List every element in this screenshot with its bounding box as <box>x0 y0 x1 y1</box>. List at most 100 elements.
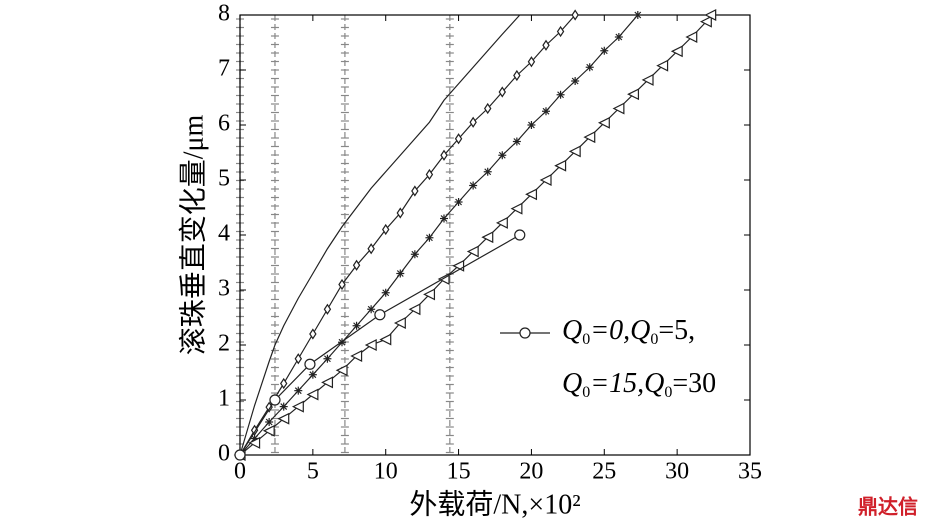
triangle-marker <box>277 412 290 425</box>
triangle-marker <box>495 216 508 229</box>
star-stroke <box>498 151 506 159</box>
triangle-marker <box>262 424 275 437</box>
diamond-marker <box>483 102 492 115</box>
x-tick-label: 35 <box>738 459 762 485</box>
star-marker <box>425 233 434 242</box>
triangle-marker <box>539 174 552 186</box>
star-stroke <box>484 168 492 176</box>
x-tick-label: 5 <box>307 459 319 485</box>
star-stroke <box>586 63 594 71</box>
star-stroke <box>513 138 521 145</box>
triangle-marker <box>510 202 523 215</box>
series-line <box>239 14 576 456</box>
series-line <box>239 14 639 456</box>
y-tick-label: 6 <box>218 111 230 137</box>
circle-marker <box>269 394 281 406</box>
star-stroke <box>294 387 302 395</box>
star-stroke <box>251 435 258 442</box>
x-tick-label: 25 <box>592 459 616 485</box>
triangle-marker <box>627 88 640 101</box>
star-stroke <box>455 198 462 206</box>
x-tick-label: 10 <box>374 459 398 485</box>
triangle-marker <box>656 59 669 72</box>
triangle-marker <box>597 116 610 129</box>
diamond-marker <box>411 185 419 197</box>
x-axis-title: 外载荷/N,×10² <box>409 488 580 520</box>
triangle-marker <box>641 73 654 86</box>
diamond-marker <box>513 69 521 82</box>
legend-label: Q0=15,Q0=30 <box>562 368 716 400</box>
star-marker <box>585 63 594 72</box>
triangle-marker <box>554 159 567 172</box>
star-marker <box>633 11 642 19</box>
watermark: 鼎达信 <box>858 495 918 519</box>
diamond-marker <box>352 259 361 271</box>
diamond-marker <box>556 25 565 38</box>
triangle-marker <box>335 364 348 377</box>
triangle-marker <box>364 339 377 351</box>
star-stroke <box>353 322 360 330</box>
star-marker <box>323 354 332 363</box>
star-marker <box>483 167 492 176</box>
diamond-marker <box>279 377 288 390</box>
triangle-marker <box>583 131 596 144</box>
star-marker <box>352 321 361 330</box>
triangle-marker <box>350 350 363 362</box>
star-marker <box>279 402 288 411</box>
triangle-marker <box>699 15 712 28</box>
x-tick-label: 15 <box>447 459 471 485</box>
star-stroke <box>426 234 433 242</box>
star-marker <box>367 305 376 314</box>
y-axis-title: 滚珠垂直变化量/μm <box>177 114 209 355</box>
triangle-marker <box>291 400 304 413</box>
star-marker <box>410 250 419 259</box>
star-stroke <box>396 270 404 277</box>
diamond-marker <box>498 86 507 98</box>
diamond-marker <box>527 56 536 68</box>
diamond-marker <box>309 328 317 340</box>
star-stroke <box>309 371 317 379</box>
diamond-marker <box>338 278 346 291</box>
diamond-marker <box>425 168 434 181</box>
star-marker <box>294 386 303 395</box>
star-marker <box>512 137 521 146</box>
star-marker <box>556 90 565 99</box>
reference-line <box>270 15 279 455</box>
series-line <box>239 14 521 456</box>
star-stroke <box>528 121 535 129</box>
y-tick-label: 8 <box>218 1 230 27</box>
star-marker <box>498 151 507 160</box>
circle-marker <box>304 358 316 370</box>
diamond-marker <box>440 149 448 161</box>
series-line <box>239 14 712 456</box>
legend-marker <box>519 327 531 339</box>
star-marker <box>571 77 580 85</box>
diamond-marker <box>367 243 375 255</box>
reference-line <box>340 15 349 455</box>
star-stroke <box>600 47 608 55</box>
diamond-marker <box>454 133 463 145</box>
star-stroke <box>571 77 579 85</box>
triangle-marker <box>408 303 421 316</box>
triangle-marker <box>481 231 494 244</box>
star-stroke <box>557 91 564 99</box>
triangle-marker <box>670 45 683 58</box>
circle-marker <box>374 309 386 321</box>
reference-line <box>445 15 454 455</box>
star-stroke <box>615 33 623 41</box>
legend-label: Q0=0,Q0=5, <box>562 315 695 347</box>
x-tick-label: 0 <box>234 459 246 485</box>
diamond-marker <box>294 353 303 365</box>
y-tick-label: 5 <box>218 166 230 192</box>
star-marker <box>614 33 623 41</box>
triangle-marker <box>525 188 538 201</box>
star-marker <box>527 121 536 129</box>
star-marker <box>542 107 550 116</box>
circle-marker <box>234 449 246 461</box>
triangle-marker <box>393 317 406 329</box>
star-stroke <box>265 418 273 426</box>
triangle-marker <box>612 102 625 115</box>
triangle-marker <box>306 388 319 401</box>
